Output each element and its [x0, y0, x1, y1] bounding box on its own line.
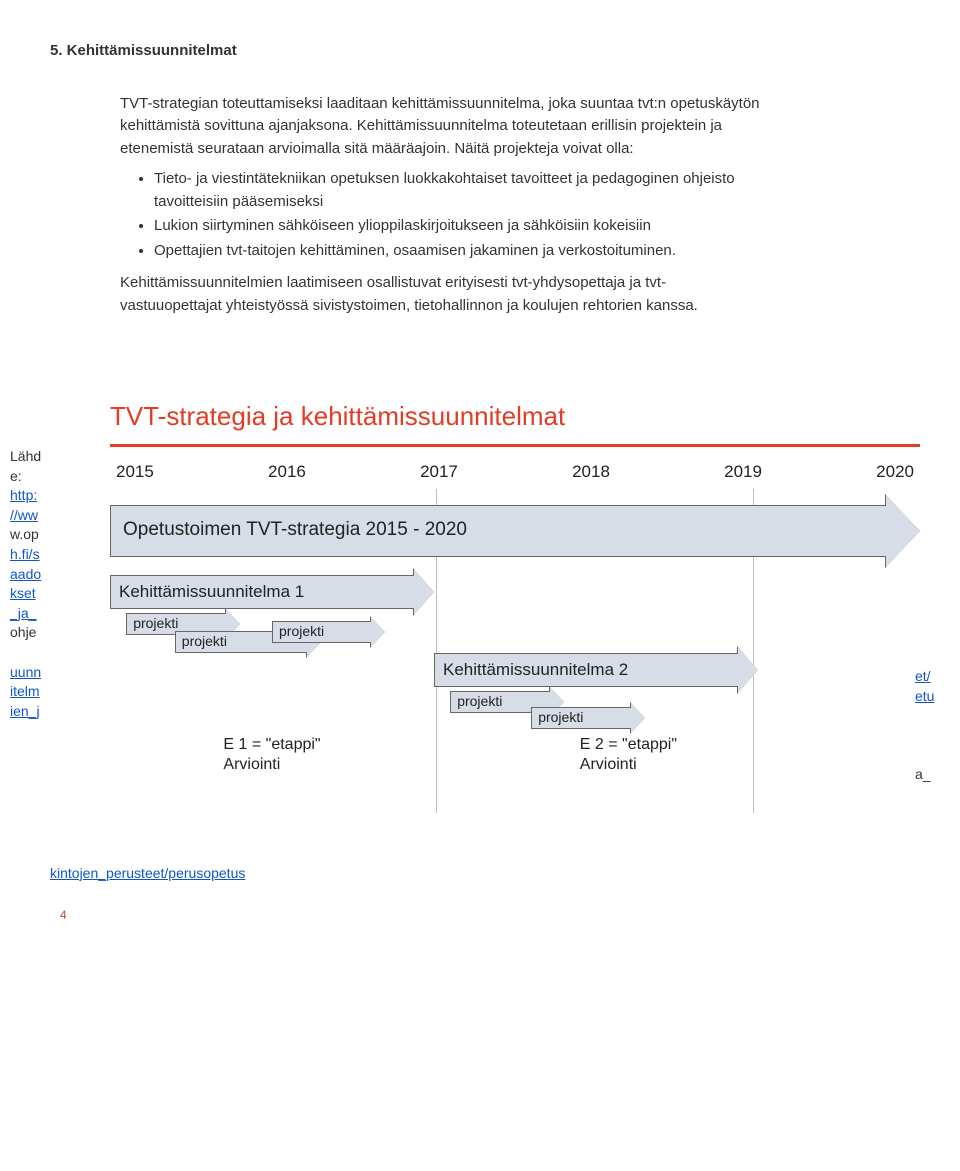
source-link[interactable]: itelm	[10, 683, 40, 699]
source-link[interactable]: uunn	[10, 664, 41, 680]
closing-paragraph: Kehittämissuunnitelmien laatimiseen osal…	[120, 272, 760, 317]
plan-2-label: Kehittämissuunnitelma 2	[443, 657, 628, 683]
source-link[interactable]: //ww	[10, 507, 38, 523]
year-label: 2017	[420, 459, 458, 485]
source-link[interactable]: h.fi/s	[10, 546, 40, 562]
list-item: Tieto- ja viestintätekniikan opetuksen l…	[154, 168, 760, 213]
source-link-fragment-left: Lähd e: http: //ww w.op h.fi/s aado kset…	[10, 447, 60, 721]
bullet-list: Tieto- ja viestintätekniikan opetuksen l…	[120, 168, 760, 262]
source-link[interactable]: http:	[10, 487, 37, 503]
year-label: 2016	[268, 459, 306, 485]
diagram-title: TVT-strategia ja kehittämissuunnitelmat	[110, 397, 920, 436]
diagram-divider	[110, 444, 920, 447]
source-link[interactable]: kintojen_perusteet/perusopetus	[50, 865, 245, 881]
milestone-e2: E 2 = "etappi" Arviointi	[580, 735, 677, 777]
page-number: 4	[60, 906, 67, 924]
source-link-bottom: kintojen_perusteet/perusopetus	[50, 863, 910, 884]
year-label: 2018	[572, 459, 610, 485]
strategy-arrow: Opetustoimen TVT-strategia 2015 - 2020	[110, 505, 920, 557]
plan-2-arrow: Kehittämissuunnitelma 2	[434, 653, 758, 687]
timeline-area: Opetustoimen TVT-strategia 2015 - 2020 K…	[110, 493, 920, 813]
year-label: 2019	[724, 459, 762, 485]
plan-1-arrow: Kehittämissuunnitelma 1	[110, 575, 434, 609]
year-label: 2020	[876, 459, 914, 485]
year-label: 2015	[116, 459, 154, 485]
source-link[interactable]: ien_j	[10, 703, 40, 719]
source-link[interactable]: kset	[10, 585, 36, 601]
list-item: Lukion siirtyminen sähköiseen ylioppilas…	[154, 215, 760, 238]
project-arrow: projekti	[272, 621, 385, 643]
year-axis: 2015 2016 2017 2018 2019 2020	[110, 459, 920, 493]
source-link[interactable]: _ja_	[10, 605, 36, 621]
milestone-e1: E 1 = "etappi" Arviointi	[223, 735, 320, 777]
strategy-arrow-label: Opetustoimen TVT-strategia 2015 - 2020	[123, 516, 467, 545]
source-link[interactable]: aado	[10, 566, 41, 582]
strategy-diagram: TVT-strategia ja kehittämissuunnitelmat …	[110, 397, 920, 813]
source-link-fragment-right: et/ etu a_	[915, 667, 955, 785]
intro-paragraph: TVT-strategian toteuttamiseksi laaditaan…	[120, 93, 760, 161]
plan-1-label: Kehittämissuunnitelma 1	[119, 579, 304, 605]
project-arrow: projekti	[531, 707, 644, 729]
list-item: Opettajien tvt-taitojen kehittäminen, os…	[154, 240, 760, 263]
body-text: TVT-strategian toteuttamiseksi laaditaan…	[120, 93, 760, 318]
section-heading: 5. Kehittämissuunnitelmat	[50, 40, 910, 63]
